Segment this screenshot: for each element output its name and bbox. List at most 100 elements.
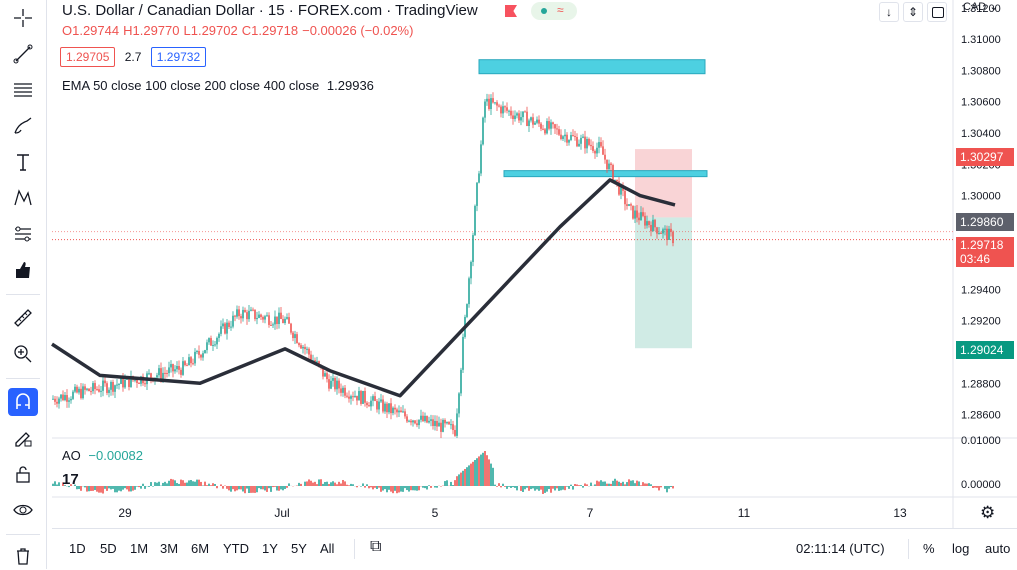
candle-body: [266, 315, 268, 316]
market-status[interactable]: ≈: [531, 2, 577, 20]
ao-bar: [104, 486, 106, 489]
candle-body: [504, 106, 506, 107]
percent-toggle[interactable]: %: [923, 541, 935, 556]
candle-body: [450, 424, 452, 425]
candle-body: [210, 338, 212, 346]
timeframe-1y[interactable]: 1Y: [262, 541, 278, 556]
candle-body: [452, 424, 454, 430]
ao-bar: [568, 486, 570, 489]
ao-bar: [212, 483, 214, 486]
ao-bar: [112, 486, 114, 489]
candle-body: [302, 347, 304, 348]
auto-toggle[interactable]: auto: [985, 541, 1010, 556]
ao-bar: [134, 486, 136, 490]
ao-bar: [352, 484, 354, 486]
candle-body: [216, 338, 218, 344]
timeframe-6m[interactable]: 6M: [191, 541, 209, 556]
gear-icon[interactable]: ⚙: [980, 503, 995, 523]
date-range-icon[interactable]: ⧉: [370, 538, 381, 556]
close-value: C1.29718: [242, 23, 298, 38]
ao-bar: [240, 486, 242, 489]
bid-ask-panel: 1.29705 2.7 1.29732: [60, 47, 206, 67]
ao-bar: [58, 482, 60, 486]
price-tick-label: 1.28800: [961, 378, 1001, 390]
timeframe-5y[interactable]: 5Y: [291, 541, 307, 556]
candle-body: [574, 136, 576, 137]
ao-bar: [120, 486, 122, 491]
wave-icon: ≈: [557, 3, 564, 17]
ao-bar: [402, 486, 404, 492]
symbol-title[interactable]: U.S. Dollar / Canadian Dollar · 15 · FOR…: [62, 2, 478, 19]
timeframe-1d[interactable]: 1D: [69, 541, 86, 556]
ao-bar: [362, 483, 364, 486]
candle-body: [80, 389, 82, 398]
ao-bar: [408, 486, 410, 492]
change-value: −0.00026 (−0.02%): [302, 23, 413, 38]
expand-icon[interactable]: ⇕: [903, 2, 923, 22]
candle-body: [82, 386, 84, 398]
timeframe-5d[interactable]: 5D: [100, 541, 117, 556]
ao-bar: [536, 486, 538, 489]
candle-body: [660, 233, 662, 234]
ao-bar: [382, 486, 384, 491]
candle-body: [136, 380, 138, 383]
timeframe-3m[interactable]: 3M: [160, 541, 178, 556]
ao-bar: [464, 469, 466, 486]
ao-bar: [208, 484, 210, 486]
candle-body: [468, 278, 470, 304]
candle-body: [344, 388, 346, 396]
ao-bar: [242, 486, 244, 491]
candle-body: [198, 351, 200, 355]
currency-select[interactable]: CAD ⌄: [963, 0, 999, 13]
ao-bar: [266, 486, 268, 492]
timeframe-all[interactable]: All: [320, 541, 334, 556]
candle-body: [668, 229, 670, 240]
ao-bar: [572, 486, 574, 490]
buy-price-button[interactable]: 1.29732: [151, 47, 206, 67]
candle-body: [194, 352, 196, 363]
candle-body: [514, 116, 516, 119]
ao-bar: [234, 486, 236, 491]
ao-bar: [502, 484, 504, 486]
arrow-down-icon[interactable]: ↓: [879, 2, 899, 22]
ao-bar: [664, 486, 666, 489]
candle-body: [190, 357, 192, 363]
candle-body: [518, 113, 520, 120]
ao-tick-label: 0.00000: [961, 479, 1001, 491]
candle-body: [436, 421, 438, 427]
timeframe-1m[interactable]: 1M: [130, 541, 148, 556]
ao-bar: [92, 486, 94, 491]
ao-bar: [530, 486, 532, 489]
log-toggle[interactable]: log: [952, 541, 969, 556]
sell-price-button[interactable]: 1.29705: [60, 47, 115, 67]
trash-icon[interactable]: [8, 542, 38, 570]
ao-bar: [236, 486, 238, 490]
candle-body: [164, 373, 166, 374]
candle-body: [536, 120, 538, 123]
candle-body: [60, 395, 62, 399]
time-tick-label: 5: [432, 506, 439, 520]
candle-body: [350, 396, 352, 399]
ao-legend[interactable]: AO −0.00082: [62, 448, 143, 463]
candle-body: [474, 206, 476, 235]
candle-body: [226, 323, 228, 334]
utc-clock[interactable]: 02:11:14 (UTC): [796, 541, 885, 556]
ao-bar: [500, 486, 502, 487]
ema-legend[interactable]: EMA 50 close 100 close 200 close 400 clo…: [62, 78, 374, 93]
candle-body: [94, 383, 96, 389]
chevron-down-icon: ⌄: [989, 1, 998, 13]
candle-body: [236, 309, 238, 316]
ao-bar: [320, 479, 322, 486]
candle-body: [502, 106, 504, 113]
ao-bar: [522, 486, 524, 492]
timeframe-ytd[interactable]: YTD: [223, 541, 249, 556]
candle-body: [506, 107, 508, 110]
ao-bar: [124, 486, 126, 488]
candle-body: [482, 118, 484, 145]
candle-body: [114, 385, 116, 392]
maximize-icon[interactable]: [927, 2, 947, 22]
candle-body: [162, 373, 164, 379]
ao-bar: [412, 486, 414, 490]
candle-body: [158, 368, 160, 375]
ao-bar: [282, 486, 284, 490]
